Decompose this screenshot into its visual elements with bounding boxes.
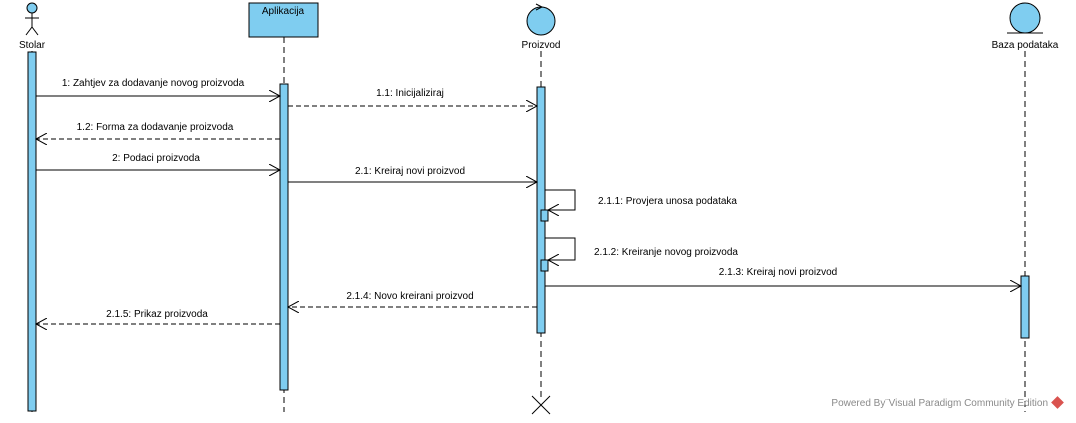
- message-label: 2.1: Kreiraj novi proizvod: [355, 166, 465, 177]
- activation-bar-nested: [540, 259, 549, 272]
- participant-baza[interactable]: Baza podataka: [992, 2, 1059, 412]
- entity-icon: [1007, 2, 1043, 34]
- control-icon: [526, 3, 556, 36]
- participant-label: Stolar: [19, 40, 46, 51]
- participant-stolar[interactable]: Stolar: [19, 2, 46, 412]
- message-label: 2: Podaci proizvoda: [112, 153, 200, 164]
- watermark-text: Powered By¨Visual Paradigm Community Edi…: [831, 398, 1048, 409]
- participant-label: Baza podataka: [992, 40, 1059, 51]
- participant-proizvod[interactable]: Proizvod: [522, 3, 561, 415]
- message-label: 2.1.2: Kreiranje novog proizvoda: [594, 247, 738, 258]
- message-2-1-4[interactable]: 2.1.4: Novo kreirani proizvod: [288, 291, 537, 307]
- message-label: 1.2: Forma za dodavanje proizvoda: [77, 122, 234, 133]
- participant-aplikacija[interactable]: Aplikacija: [248, 2, 319, 412]
- message-2-1[interactable]: 2.1: Kreiraj novi proizvod: [288, 166, 537, 182]
- message-2-1-1[interactable]: 2.1.1: Provjera unosa podataka: [545, 189, 737, 210]
- activation-bar: [279, 83, 289, 391]
- message-2[interactable]: 2: Podaci proizvoda: [36, 153, 280, 170]
- actor-icon: [25, 2, 39, 36]
- message-2-1-3[interactable]: 2.1.3: Kreiraj novi proizvod: [545, 267, 1021, 286]
- message-1[interactable]: 1: Zahtjev za dodavanje novog proizvoda: [36, 78, 280, 96]
- message-label: 1: Zahtjev za dodavanje novog proizvoda: [62, 78, 245, 89]
- message-arrow: [545, 189, 576, 210]
- visual-paradigm-logo-icon: [1051, 396, 1064, 409]
- activation-bar: [27, 51, 37, 412]
- message-label: 2.1.1: Provjera unosa podataka: [598, 196, 737, 207]
- message-1-1[interactable]: 1.1: Inicijaliziraj: [288, 88, 537, 106]
- message-arrow: [545, 237, 576, 260]
- message-label: 2.1.4: Novo kreirani proizvod: [346, 291, 473, 302]
- message-label: 2.1.5: Prikaz proizvoda: [106, 309, 208, 320]
- message-2-1-2[interactable]: 2.1.2: Kreiranje novog proizvoda: [545, 237, 738, 260]
- participant-box: [248, 2, 319, 38]
- activation-bar: [1020, 275, 1030, 339]
- destroy-icon: [531, 395, 551, 415]
- participant-label: Proizvod: [522, 40, 561, 51]
- participant-label: Aplikacija: [262, 6, 305, 17]
- message-2-1-5[interactable]: 2.1.5: Prikaz proizvoda: [36, 309, 280, 324]
- message-label: 1.1: Inicijaliziraj: [376, 88, 444, 99]
- activation-bar-nested: [540, 209, 549, 222]
- message-label: 2.1.3: Kreiraj novi proizvod: [719, 267, 837, 278]
- watermark: Powered By¨Visual Paradigm Community Edi…: [831, 396, 1064, 409]
- message-1-2[interactable]: 1.2: Forma za dodavanje proizvoda: [36, 122, 280, 139]
